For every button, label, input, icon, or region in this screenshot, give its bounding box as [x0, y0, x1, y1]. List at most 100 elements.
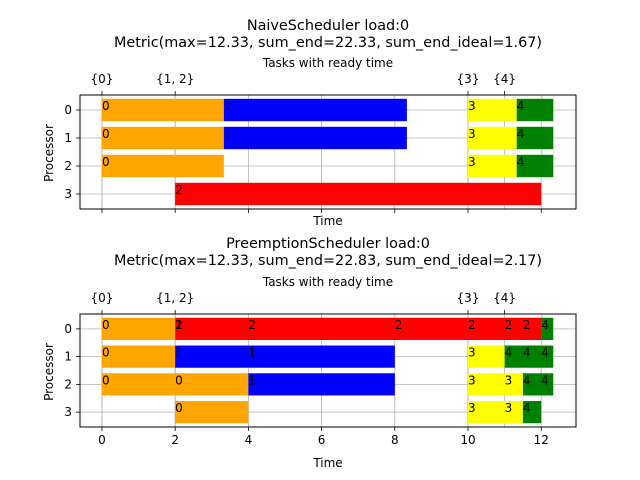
task-bar: [516, 126, 554, 150]
task-bar: [175, 401, 249, 424]
task-label: 4: [517, 99, 525, 113]
top-tick-label: {0}: [91, 72, 114, 86]
x-tick-label: 8: [391, 433, 399, 447]
axes-frame: [79, 313, 577, 428]
task-label: 3: [468, 99, 476, 113]
task-label: 4: [517, 127, 525, 141]
x-axis-label: Time: [312, 456, 342, 470]
y-tick-label: 1: [64, 350, 72, 364]
task-label: 2: [523, 318, 531, 332]
task-label: 4: [541, 373, 549, 387]
top-tick-label: {4}: [493, 72, 516, 86]
x-tick-label: 0: [98, 433, 106, 447]
y-tick-label: 3: [64, 187, 72, 201]
x-tick-label: 6: [318, 433, 326, 447]
x-tick-label: 10: [460, 433, 475, 447]
y-tick-label: 0: [64, 322, 72, 336]
top-axis-label: Tasks with ready time: [262, 275, 393, 289]
task-label: 2: [248, 318, 256, 332]
task-label: 1: [224, 99, 232, 113]
task-label: 3: [468, 346, 476, 360]
task-label: 0: [102, 373, 110, 387]
task-label: 3: [468, 401, 476, 415]
task-label: 3: [468, 127, 476, 141]
top-tick-label: {1, 2}: [156, 291, 194, 305]
y-axis-label: Processor: [42, 124, 56, 182]
task-bar: [175, 345, 395, 368]
task-bar: [101, 373, 249, 396]
task-bar: [516, 154, 554, 178]
task-label: 4: [523, 346, 531, 360]
task-label: 3: [505, 373, 513, 387]
task-label: 1: [175, 346, 183, 360]
task-label: 4: [523, 401, 531, 415]
task-label: 3: [468, 155, 476, 169]
task-bar: [516, 98, 554, 122]
x-tick-label: 4: [245, 433, 253, 447]
task-label: 3: [505, 401, 513, 415]
task-label: 2: [505, 318, 513, 332]
task-bar: [101, 154, 224, 178]
y-tick-label: 2: [64, 377, 72, 391]
task-label: 1: [175, 318, 183, 332]
x-tick-label: 12: [534, 433, 549, 447]
task-bar: [223, 126, 407, 150]
task-label: 3: [468, 373, 476, 387]
task-bar: [223, 98, 407, 122]
top-tick-label: {4}: [493, 291, 516, 305]
task-label: 0: [102, 318, 110, 332]
task-bar: [175, 182, 542, 206]
task-bar: [175, 317, 542, 340]
task-bar: [101, 98, 224, 122]
task-label: 1: [248, 373, 256, 387]
task-label: 0: [102, 127, 110, 141]
y-tick-label: 1: [64, 131, 72, 145]
top-axis-label: Tasks with ready time: [262, 56, 393, 70]
axes-frame: [79, 94, 577, 210]
task-bar: [248, 373, 395, 396]
top-tick-label: {0}: [91, 291, 114, 305]
task-bar: [468, 126, 517, 150]
task-bar: [541, 317, 554, 340]
top-tick-label: {1, 2}: [156, 72, 194, 86]
task-bar: [101, 126, 224, 150]
task-label: 0: [102, 155, 110, 169]
task-bar: [468, 401, 523, 424]
task-bar: [522, 401, 542, 424]
task-bar: [468, 154, 517, 178]
x-axis-label: Time: [312, 214, 342, 228]
chart-title-line2: Metric(max=12.33, sum_end=22.33, sum_end…: [114, 35, 542, 51]
chart-title-line1: NaiveScheduler load:0: [247, 18, 409, 34]
task-bar: [504, 345, 554, 368]
task-bar: [468, 98, 517, 122]
task-label: 4: [505, 346, 513, 360]
task-label: 0: [102, 99, 110, 113]
y-tick-label: 2: [64, 159, 72, 173]
task-label: 0: [175, 401, 183, 415]
task-label: 4: [517, 155, 525, 169]
task-label: 2: [395, 318, 403, 332]
top-tick-label: {3}: [457, 291, 480, 305]
chart-title-line1: PreemptionScheduler load:0: [226, 236, 430, 252]
y-axis-label: Processor: [42, 343, 56, 401]
x-tick-label: 2: [171, 433, 179, 447]
task-bar: [522, 373, 554, 396]
y-tick-label: 0: [64, 103, 72, 117]
task-label: 4: [541, 346, 549, 360]
task-bar: [101, 317, 176, 340]
task-label: 1: [248, 346, 256, 360]
top-tick-label: {3}: [457, 72, 480, 86]
chart-title-line2: Metric(max=12.33, sum_end=22.83, sum_end…: [114, 253, 542, 269]
task-bar: [101, 345, 176, 368]
task-bar: [468, 373, 523, 396]
task-label: 4: [541, 318, 549, 332]
task-label: 0: [175, 373, 183, 387]
task-label: 2: [175, 183, 183, 197]
task-bar: [468, 345, 505, 368]
y-tick-label: 3: [64, 405, 72, 419]
task-label: 0: [102, 346, 110, 360]
gantt-chart-naive: 0 0 0 1 1 2 3 3 3 4 4 4 {0} {1, 2} {3} {4} 0 1 2 3: [64, 72, 577, 213]
task-label: 2: [175, 318, 183, 332]
